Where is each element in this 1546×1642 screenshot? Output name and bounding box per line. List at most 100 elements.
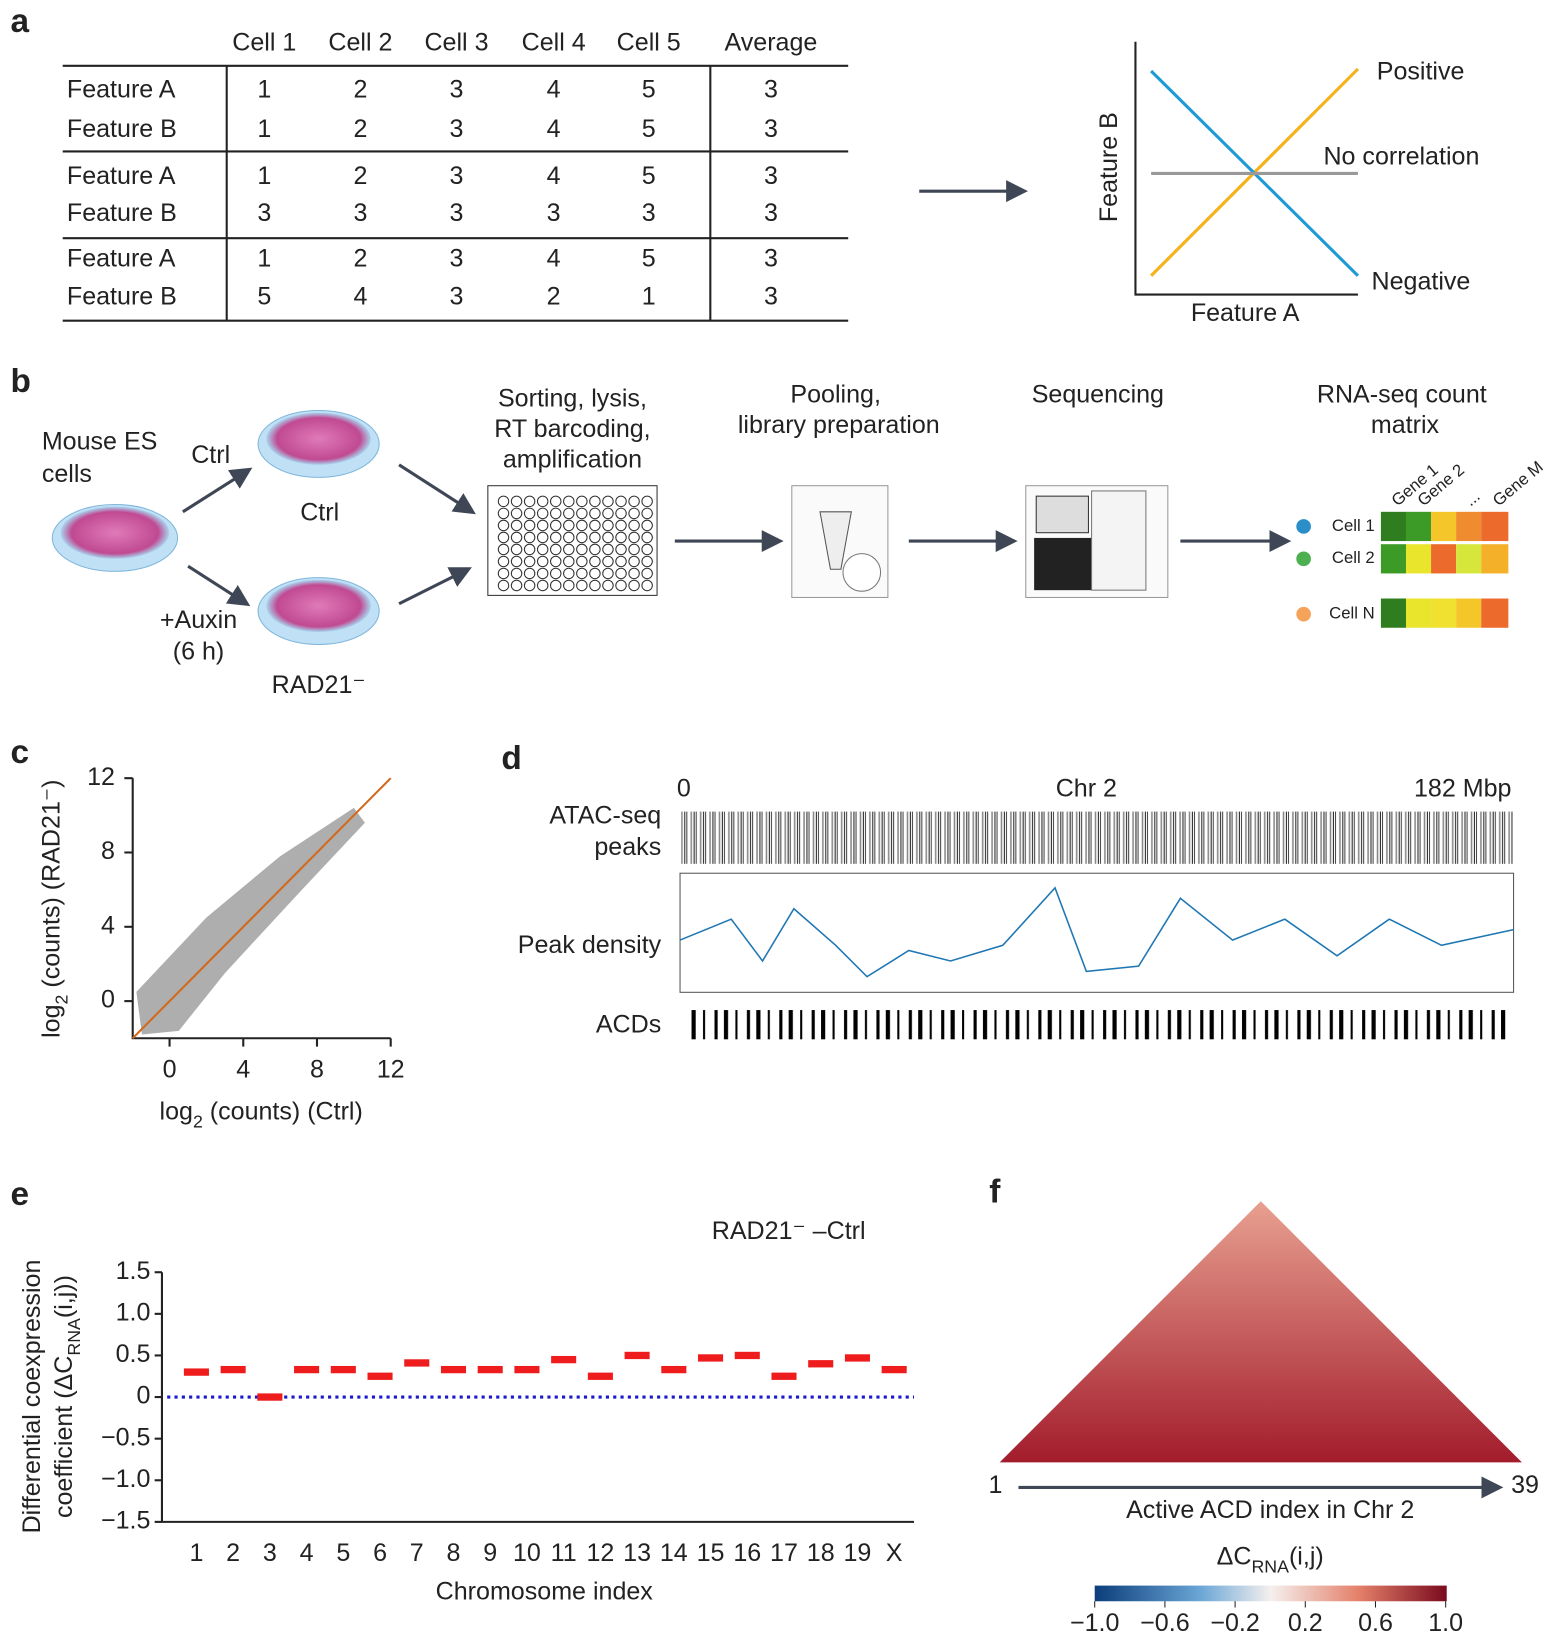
track-label: Peak density <box>518 931 662 959</box>
well <box>549 531 562 544</box>
median-bar <box>367 1372 393 1380</box>
line-label: Negative <box>1372 268 1471 296</box>
cell-label: Cell 2 <box>1332 548 1375 567</box>
well <box>576 543 588 556</box>
median-bar <box>881 1365 907 1374</box>
cell-value: 4 <box>547 115 561 143</box>
cell-value: 2 <box>353 115 367 143</box>
density-box <box>679 872 1515 993</box>
heatmap-triangle <box>999 1201 1522 1463</box>
column-header: Cell 1 <box>232 28 296 56</box>
axis-label: Active ACD index in Chr 2 <box>1126 1496 1414 1524</box>
well <box>510 555 523 568</box>
well <box>563 519 575 532</box>
well <box>615 519 627 532</box>
well <box>510 567 523 580</box>
coordinate: Chr 2 <box>1056 774 1117 802</box>
gene-label: ... <box>1461 486 1484 510</box>
well <box>576 555 588 568</box>
cell-value: 4 <box>547 162 561 190</box>
feature-name: Feature B <box>67 282 177 310</box>
wells <box>497 495 653 592</box>
step-label: Ctrl <box>300 499 339 527</box>
cell-value: 3 <box>450 245 464 273</box>
zoom <box>842 553 882 592</box>
step-label: Ctrl <box>191 441 230 469</box>
well <box>589 531 601 544</box>
median-bar <box>257 1393 283 1401</box>
step-label: Pooling, <box>790 381 881 409</box>
cell-value: 5 <box>642 245 656 273</box>
coordinate: 182 Mbp <box>1414 774 1511 802</box>
step-label: amplification <box>503 445 642 473</box>
well <box>641 579 653 592</box>
well <box>510 495 523 508</box>
cell-value: 3 <box>764 282 778 310</box>
x-tick-label: 18 <box>807 1539 835 1567</box>
y-tick-label: 1.5 <box>116 1257 151 1285</box>
x-tick-label: 12 <box>586 1539 614 1567</box>
well <box>641 519 653 532</box>
feature-name: Feature A <box>67 245 176 273</box>
median-bar <box>404 1359 430 1367</box>
well <box>523 531 536 544</box>
colorbar-tick-label: 1.0 <box>1428 1609 1463 1637</box>
well <box>589 507 601 520</box>
y-tick-label: 0 <box>137 1382 151 1410</box>
median-bar <box>220 1365 246 1374</box>
well <box>563 531 575 544</box>
cell-value: 5 <box>642 115 656 143</box>
x-tick-label: 19 <box>844 1539 872 1567</box>
cell-value: 3 <box>764 245 778 273</box>
well <box>510 531 523 544</box>
median-bar <box>551 1355 577 1364</box>
colorbar-tick-label: −1.0 <box>1070 1609 1119 1637</box>
cells <box>60 506 170 559</box>
well <box>628 567 640 580</box>
colorbar-tick-label: −0.2 <box>1210 1609 1259 1637</box>
column-header: Average <box>724 28 817 56</box>
screen <box>1035 495 1089 534</box>
cell-value: 3 <box>450 199 464 227</box>
well <box>497 495 510 508</box>
text-part: log <box>37 1004 65 1037</box>
well <box>563 495 575 508</box>
well <box>497 531 510 544</box>
well <box>549 543 562 556</box>
feature-name: Feature B <box>67 199 177 227</box>
feature-name: Feature A <box>67 162 176 190</box>
y-tick-label: 4 <box>101 911 115 939</box>
index-label: 39 <box>1511 1471 1539 1499</box>
cell-value: 2 <box>353 75 367 103</box>
median-bar <box>624 1351 650 1360</box>
feature-name: Feature B <box>67 115 177 143</box>
x-tick-label: 8 <box>447 1539 461 1567</box>
well <box>536 507 549 520</box>
step-label: RT barcoding, <box>494 415 650 443</box>
axis-label: Differential coexpression <box>18 1260 46 1534</box>
well <box>497 579 510 592</box>
step-label: +Auxin <box>160 606 237 634</box>
well <box>628 543 640 556</box>
well <box>615 579 627 592</box>
well <box>576 579 588 592</box>
well <box>510 519 523 532</box>
cell-value: 5 <box>642 75 656 103</box>
step-label: RNA-seq count <box>1317 381 1487 409</box>
colorbar-tick-label: −0.6 <box>1140 1609 1189 1637</box>
tube <box>819 511 852 570</box>
step-label: RAD21⁻ <box>272 671 366 699</box>
median-bar <box>661 1365 687 1374</box>
well <box>641 531 653 544</box>
x-tick-label: 2 <box>226 1539 240 1567</box>
step-label: Mouse ES <box>42 428 158 456</box>
well <box>602 519 614 532</box>
acd-bars <box>689 1010 1510 1040</box>
x-tick-label: 13 <box>623 1539 651 1567</box>
x-tick-label: 11 <box>551 1539 577 1567</box>
well <box>641 507 653 520</box>
track-label: peaks <box>594 833 661 861</box>
cell-value: 4 <box>353 282 367 310</box>
well <box>523 507 536 520</box>
panel-label: c <box>10 734 29 771</box>
